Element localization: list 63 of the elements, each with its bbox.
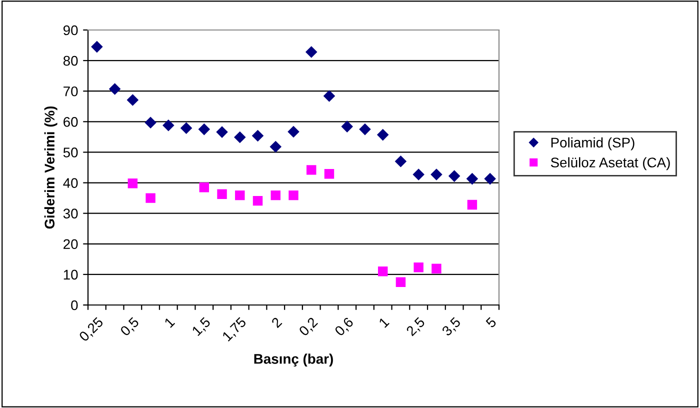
y-tick-label: 80 (63, 56, 78, 66)
point (448, 170, 460, 182)
point (270, 141, 282, 152)
point (466, 173, 478, 184)
point (306, 46, 317, 58)
legend-label: Poliamid (SP) (551, 137, 634, 150)
point (412, 168, 424, 180)
point (252, 196, 263, 206)
point (198, 124, 210, 135)
point (324, 169, 334, 179)
point (377, 129, 388, 140)
point (180, 122, 192, 134)
y-tick-label: 70 (64, 86, 78, 96)
point (288, 126, 300, 138)
point (396, 277, 406, 287)
point (234, 132, 246, 143)
point (252, 130, 264, 142)
point (144, 116, 156, 128)
legend-label: Selüloz Asetat (CA) (550, 157, 670, 170)
point (324, 90, 335, 102)
x-tick-label: 1,5 (192, 316, 212, 338)
point (199, 182, 210, 192)
x-tick-label: 2 (270, 316, 282, 328)
x-tick-label: 3,5 (441, 316, 462, 338)
point (342, 120, 353, 132)
x-tick-label: 5 (485, 316, 497, 328)
point (146, 193, 156, 203)
y-tick-label: 30 (63, 208, 78, 219)
point (414, 262, 424, 272)
point (128, 178, 138, 188)
point (288, 190, 298, 200)
point (359, 124, 371, 135)
point (484, 173, 496, 184)
x-tick-label: 0,5 (120, 316, 141, 338)
y-axis-title: Giderim Verimi (%) (44, 106, 58, 229)
x-tick-label: 2,5 (406, 316, 427, 338)
point (432, 264, 442, 274)
point (430, 168, 442, 180)
point (162, 120, 174, 131)
point (217, 189, 227, 199)
y-tick-label: 50 (63, 148, 78, 158)
x-tick-label: 1 (164, 316, 176, 328)
y-tick-label: 20 (64, 239, 78, 250)
x-tick-label: 0,6 (334, 316, 356, 338)
y-tick-label: 0 (71, 300, 78, 310)
y-tick-label: 40 (63, 178, 78, 188)
x-tick-label: 1 (378, 316, 390, 328)
point (91, 41, 103, 52)
point (127, 94, 138, 106)
point (467, 200, 478, 210)
y-tick-label: 60 (64, 117, 78, 127)
y-tick-label: 10 (64, 270, 78, 280)
point (270, 190, 280, 200)
point (216, 126, 228, 138)
point (378, 266, 388, 276)
x-tick-label: 0,25 (78, 316, 105, 344)
point (109, 83, 120, 95)
y-tick-label: 90 (63, 25, 78, 36)
point (306, 165, 316, 175)
x-tick-label: 0,2 (298, 316, 320, 338)
x-axis-title: Basınç (bar) (254, 354, 333, 367)
point (235, 190, 245, 200)
point (395, 156, 406, 167)
